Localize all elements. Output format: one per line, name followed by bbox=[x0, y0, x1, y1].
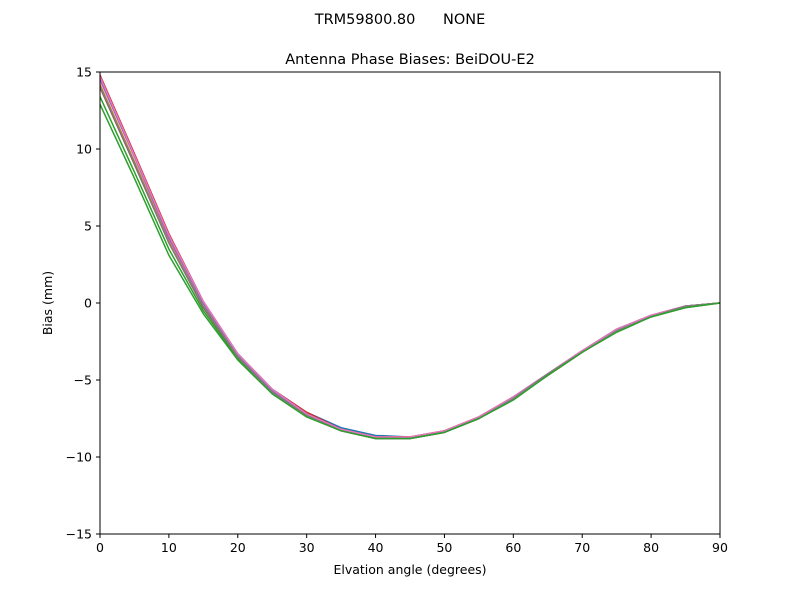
chart-title: Antenna Phase Biases: BeiDOU-E2 bbox=[285, 52, 535, 68]
series-line-6 bbox=[99, 87, 721, 440]
y-tick-label: 0 bbox=[84, 296, 92, 311]
y-tick-label: 5 bbox=[84, 219, 92, 234]
x-tick-label: 0 bbox=[96, 540, 104, 555]
y-tick-label: −5 bbox=[74, 373, 92, 388]
y-axis: −15 −10 −5 0 5 10 15 bbox=[66, 65, 100, 542]
x-tick-label: 30 bbox=[299, 540, 315, 555]
x-tick-label: 90 bbox=[712, 540, 728, 555]
x-tick-label: 60 bbox=[505, 540, 521, 555]
plot-series bbox=[99, 74, 721, 440]
series-line-7 bbox=[99, 76, 721, 438]
x-tick-label: 20 bbox=[230, 540, 246, 555]
x-tick-label: 40 bbox=[368, 540, 384, 555]
y-tick-label: −10 bbox=[66, 450, 92, 465]
y-tick-label: 15 bbox=[76, 65, 92, 80]
x-tick-label: 10 bbox=[161, 540, 177, 555]
x-tick-label: 80 bbox=[643, 540, 659, 555]
figure-suptitle: TRM59800.80 NONE bbox=[314, 12, 486, 28]
y-axis-label: Bias (mm) bbox=[40, 271, 55, 335]
x-axis: 0 10 20 30 40 50 60 70 80 90 bbox=[96, 534, 728, 555]
series-line-2 bbox=[99, 84, 721, 438]
x-axis-label: Elvation angle (degrees) bbox=[333, 562, 486, 577]
plot-frame bbox=[99, 71, 721, 535]
y-tick-label: 10 bbox=[76, 142, 92, 157]
x-tick-label: 70 bbox=[574, 540, 590, 555]
y-tick-label: −15 bbox=[66, 527, 92, 542]
series-line-1 bbox=[99, 77, 721, 438]
series-line-8 bbox=[99, 85, 721, 440]
series-line-9 bbox=[99, 104, 721, 440]
series-line-3 bbox=[99, 96, 721, 440]
series-line-4 bbox=[99, 74, 721, 438]
x-tick-label: 50 bbox=[436, 540, 452, 555]
series-line-5 bbox=[99, 79, 721, 440]
